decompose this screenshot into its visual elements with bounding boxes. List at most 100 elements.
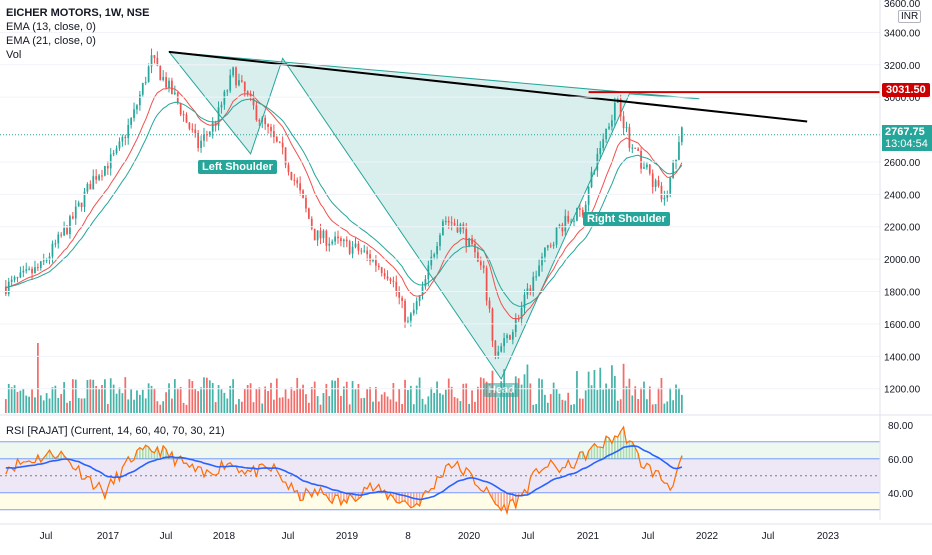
volume-bar [573, 404, 575, 413]
candle-body [34, 267, 36, 274]
volume-bar [363, 397, 366, 413]
candle-body [386, 276, 389, 279]
time-tick-label: Jul [522, 531, 535, 542]
bar-countdown: 13:04:54 [885, 138, 928, 150]
candle-body [4, 286, 7, 294]
candle-body [147, 66, 150, 83]
candle-body [191, 128, 194, 130]
volume-bar [176, 388, 179, 413]
candle-body [407, 320, 409, 322]
candle-body [354, 243, 357, 247]
candle-body [305, 198, 307, 209]
candle-body [261, 117, 264, 122]
volume-bar [331, 380, 334, 413]
volume-bar [415, 385, 418, 413]
volume-bar [506, 391, 508, 413]
candle-body [619, 99, 622, 117]
candle-body [182, 114, 185, 116]
volume-bar [162, 401, 165, 413]
candle-body [360, 250, 363, 252]
candle-body [37, 267, 39, 269]
candle-body [133, 109, 135, 119]
volume-bar [383, 392, 386, 413]
volume-bar [299, 388, 302, 413]
volume-bar [657, 387, 660, 413]
price-tick-label: 3200.00 [884, 61, 921, 72]
ema13-line [5, 87, 683, 320]
head-label[interactable]: Head [484, 383, 519, 397]
volume-bar [523, 374, 526, 413]
volume-bar [613, 376, 616, 413]
candle-body [194, 129, 197, 133]
candle-body [409, 313, 412, 321]
currency-badge[interactable]: INR [898, 10, 922, 23]
volume-bar [130, 389, 132, 413]
volume-bar [680, 394, 683, 413]
time-tick-label: Jul [40, 531, 53, 542]
volume-bar [398, 388, 401, 413]
price-tick-label: 1600.00 [884, 320, 921, 331]
candle-body [275, 137, 278, 142]
volume-bar [511, 392, 514, 413]
candle-body [605, 128, 607, 140]
volume-bar [182, 402, 185, 413]
volume-bar [267, 390, 269, 413]
candle-body [138, 94, 141, 106]
candle-body [401, 297, 403, 301]
volume-bar [380, 394, 383, 413]
candle-body [223, 91, 226, 105]
candle-body [375, 259, 377, 266]
candle-body [640, 150, 642, 169]
candle-body [625, 127, 628, 129]
candle-body [590, 171, 593, 188]
candle-body [319, 230, 322, 239]
volume-bar [217, 385, 220, 413]
candle-body [421, 286, 424, 296]
candle-body [211, 122, 214, 132]
candle-body [124, 136, 127, 139]
volume-bar [552, 382, 555, 413]
volume-bar [141, 389, 144, 413]
volume-bar [296, 377, 299, 413]
volume-bar [538, 378, 540, 413]
candle-body [643, 167, 645, 169]
legend-ema13[interactable]: EMA (13, close, 0) [6, 21, 96, 33]
left-shoulder-label[interactable]: Left Shoulder [198, 160, 277, 174]
volume-bar [412, 404, 415, 413]
volume-bar [51, 387, 54, 413]
symbol-title[interactable]: EICHER MOTORS, 1W, NSE [6, 7, 150, 19]
price-pane[interactable] [0, 48, 880, 413]
volume-bar [305, 394, 307, 413]
rsi-pane[interactable] [0, 425, 880, 516]
volume-bar [112, 384, 115, 413]
volume-bar [651, 404, 654, 413]
volume-bar [340, 395, 342, 413]
volume-bar [485, 381, 488, 413]
rsi-title[interactable]: RSI [RAJAT] (Current, 14, 60, 40, 70, 30… [6, 425, 225, 437]
rsi-upper-band [0, 441, 880, 459]
rsi-tick-label: 40.00 [888, 489, 913, 500]
volume-bar [83, 398, 86, 413]
volume-bar [150, 385, 153, 413]
volume-bar [570, 404, 572, 413]
legend-volume[interactable]: Vol [6, 49, 22, 61]
candle-body [89, 183, 92, 190]
candle-body [383, 273, 386, 277]
candle-body [666, 194, 669, 198]
candle-body [112, 153, 115, 155]
volume-bar [590, 385, 593, 413]
volume-bar [185, 404, 188, 413]
candle-body [494, 340, 497, 356]
candle-body [238, 80, 240, 86]
candle-body [418, 295, 421, 302]
candle-body [77, 202, 80, 207]
volume-bar [401, 403, 403, 413]
volume-bar [270, 382, 272, 413]
volume-bar [395, 401, 398, 413]
candle-body [246, 91, 249, 95]
legend-ema21[interactable]: EMA (21, close, 0) [6, 35, 96, 47]
volume-bar [313, 381, 316, 413]
right-shoulder-label[interactable]: Right Shoulder [583, 212, 670, 226]
